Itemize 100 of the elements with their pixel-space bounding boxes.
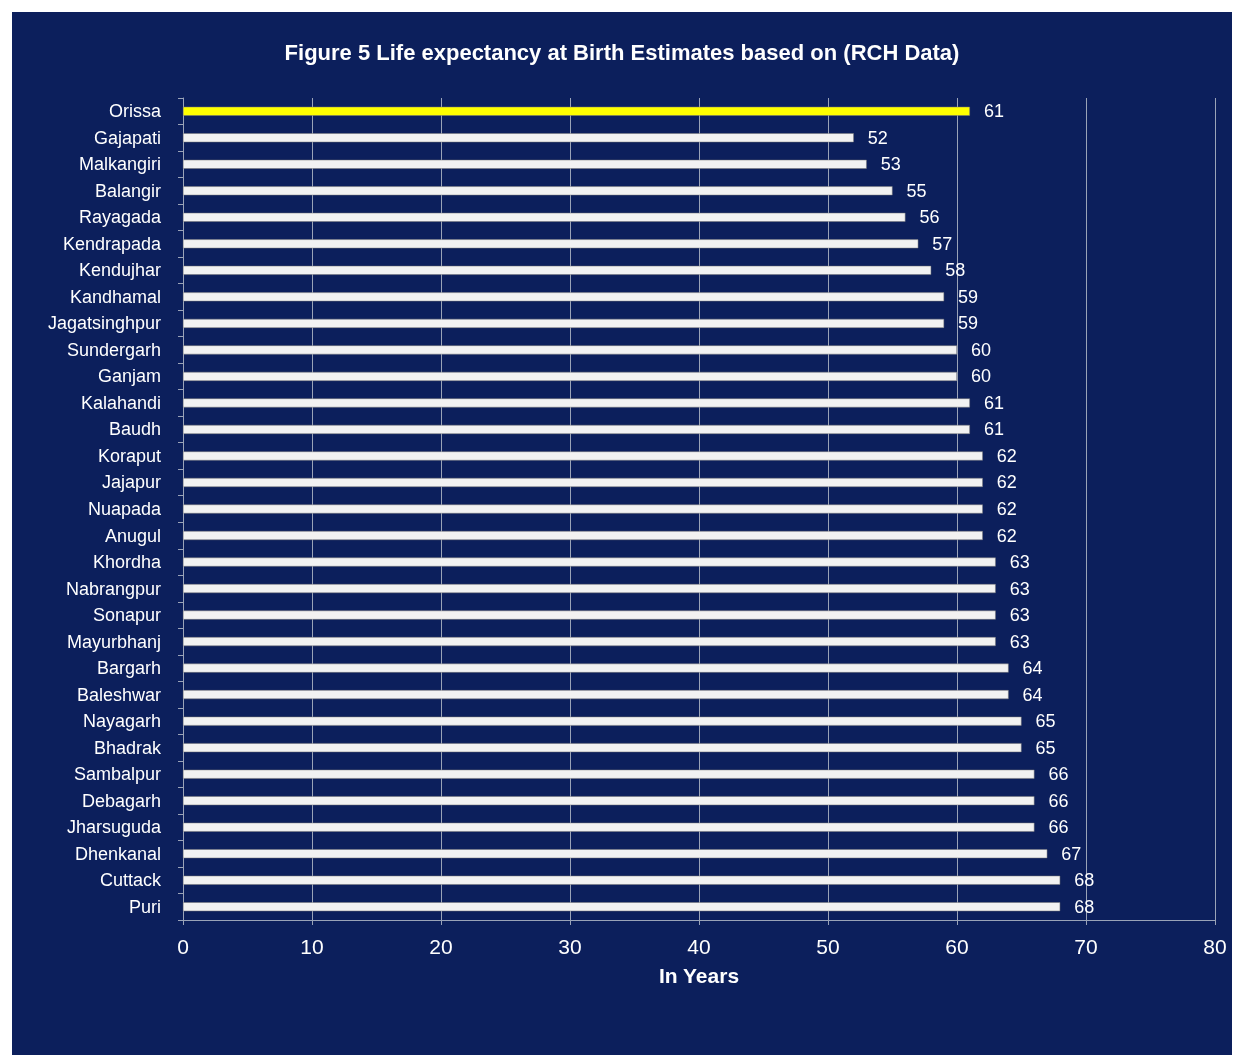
y-tick-label: Mayurbhanj [66, 631, 161, 652]
bar [183, 133, 854, 143]
y-tick-label: Debagarh [81, 790, 161, 811]
bar [183, 743, 1022, 753]
y-tick-label: Malkangiri [78, 154, 161, 175]
bar [183, 637, 996, 647]
bar [183, 451, 983, 461]
bar [183, 265, 932, 275]
data-label: 64 [1022, 658, 1043, 679]
y-tick-label: Rayagada [78, 207, 162, 228]
bar [183, 584, 996, 594]
bar [183, 610, 996, 620]
y-tick-label: Balangir [94, 180, 161, 201]
y-tick-label: Baudh [108, 419, 161, 440]
data-label: 62 [996, 472, 1017, 493]
data-label: 63 [1009, 578, 1030, 599]
y-tick-label: Sundergarh [66, 339, 161, 360]
bar [183, 796, 1035, 806]
x-tick-label: 0 [177, 935, 189, 958]
data-label: 61 [983, 101, 1004, 122]
data-label: 64 [1022, 684, 1043, 705]
bar [183, 663, 1009, 673]
bar [183, 398, 970, 408]
x-tick-label: 40 [687, 935, 711, 958]
y-tick-label: Nayagarh [82, 711, 161, 732]
y-tick-label: Khordha [92, 552, 162, 573]
y-tick-label: Jharsuguda [66, 817, 162, 838]
chart-title: Figure 5 Life expectancy at Birth Estimates based on (RCH Data) [284, 39, 960, 65]
data-label: 61 [983, 392, 1004, 413]
y-tick-label: Koraput [97, 445, 161, 466]
bar [183, 318, 945, 328]
x-tick-label: 10 [300, 935, 324, 958]
y-tick-label: Jagatsinghpur [47, 313, 161, 334]
bar [183, 716, 1022, 726]
y-tick-label: Puri [128, 896, 161, 917]
bar [183, 292, 945, 302]
data-label: 62 [996, 525, 1017, 546]
y-tick-label: Kendrapada [62, 233, 162, 254]
data-label: 63 [1009, 631, 1030, 652]
y-tick-label: Gajapati [93, 127, 161, 148]
data-label: 67 [1061, 843, 1082, 864]
data-label: 66 [1048, 790, 1069, 811]
data-label: 65 [1035, 737, 1056, 758]
y-tick-label: Cuttack [99, 870, 162, 891]
x-tick-label: 50 [816, 935, 840, 958]
bar [183, 531, 983, 541]
y-tick-label: Sambalpur [73, 764, 162, 785]
x-axis-title: In Years [658, 964, 740, 987]
y-tick-label: Sonapur [92, 605, 161, 626]
data-label: 53 [880, 154, 901, 175]
y-tick-label: Kendujhar [78, 260, 161, 281]
data-label: 65 [1035, 711, 1056, 732]
bar [183, 477, 983, 487]
x-tick-label: 30 [558, 935, 582, 958]
bar [183, 822, 1035, 832]
data-label: 60 [971, 339, 992, 360]
x-tick-label: 80 [1203, 935, 1227, 958]
bar [183, 424, 970, 434]
x-tick-label: 20 [429, 935, 453, 958]
bar [183, 769, 1035, 779]
data-label: 63 [1009, 552, 1030, 573]
bar [183, 690, 1009, 700]
bar [183, 239, 919, 249]
data-label: 63 [1009, 605, 1030, 626]
data-label: 66 [1048, 817, 1069, 838]
y-tick-label: Bargarh [96, 658, 161, 679]
y-tick-label: Ganjam [97, 366, 161, 387]
bar [183, 849, 1048, 859]
y-tick-label: Dhenkanal [74, 843, 161, 864]
y-tick-label: Jajapur [101, 472, 161, 493]
bar [183, 106, 970, 116]
y-tick-label: Anugul [104, 525, 161, 546]
data-label: 62 [996, 445, 1017, 466]
y-tick-label: Bhadrak [93, 737, 162, 758]
y-tick-label: Kandhamal [69, 286, 161, 307]
data-label: 61 [983, 419, 1004, 440]
bar [183, 159, 867, 169]
y-tick-label: Nuapada [87, 499, 162, 519]
data-label: 57 [932, 233, 953, 254]
y-tick-label: Orissa [108, 101, 162, 122]
data-label: 56 [919, 207, 940, 228]
data-label: 59 [958, 313, 979, 334]
y-tick-label: Baleshwar [76, 684, 161, 705]
data-label: 52 [867, 127, 888, 148]
data-label: 55 [906, 180, 927, 201]
bar [183, 902, 1061, 912]
y-tick-label: Kalahandi [80, 392, 161, 413]
x-tick-label: 70 [1074, 935, 1098, 958]
bar [183, 371, 957, 381]
bar [183, 186, 893, 196]
bar [183, 345, 957, 355]
data-label: 60 [971, 366, 992, 387]
bar [183, 504, 983, 514]
bar [183, 212, 906, 222]
x-tick-label: 60 [945, 935, 969, 958]
bar [183, 875, 1061, 885]
data-label: 62 [996, 499, 1017, 519]
data-label: 66 [1048, 764, 1069, 785]
y-tick-label: Nabrangpur [65, 578, 162, 599]
bar [183, 557, 996, 567]
